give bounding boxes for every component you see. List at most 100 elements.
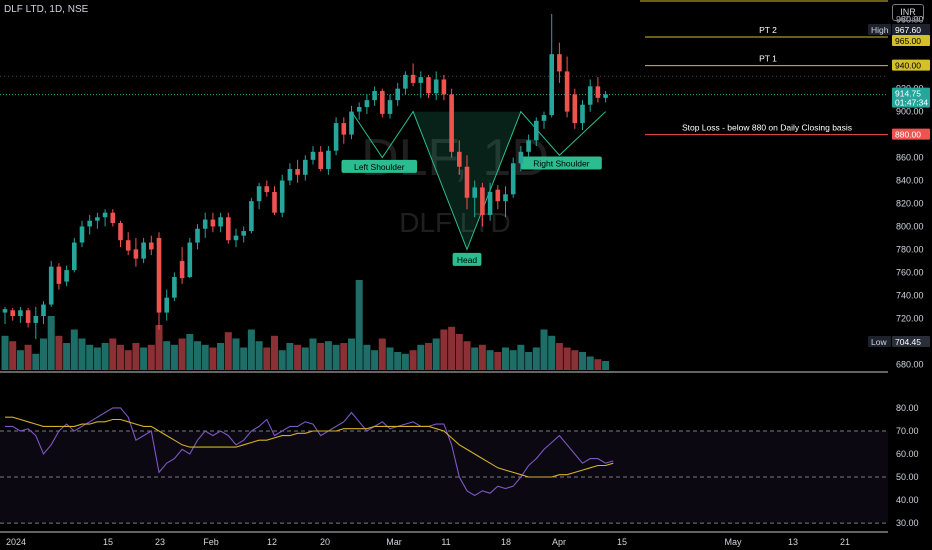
candle-body	[79, 226, 85, 243]
price-line-label: Stop Loss - below 880 on Daily Closing b…	[682, 123, 852, 133]
candle-body	[87, 220, 92, 227]
volume-bar	[548, 335, 556, 370]
rsi-tick-label: 70.00	[896, 426, 919, 436]
candle-body	[2, 309, 8, 313]
candle-body	[133, 249, 139, 259]
candle-body	[149, 242, 154, 250]
candle-body	[48, 266, 54, 305]
x-tick-label: 23	[155, 537, 165, 547]
volume-bar	[294, 344, 302, 370]
candle-body	[172, 276, 177, 298]
volume-bar	[409, 350, 417, 370]
rsi-tick-label: 30.00	[896, 518, 919, 528]
volume-bar	[78, 338, 86, 370]
candle-body	[356, 107, 362, 112]
pattern-line	[351, 110, 606, 251]
candle-body	[464, 166, 470, 198]
volume-bar	[448, 326, 456, 370]
candle-body	[387, 100, 393, 114]
candle-body	[557, 54, 562, 72]
volume-bar	[70, 329, 78, 370]
axis-badge-value: 704.45	[895, 337, 921, 347]
price-tick-label: 980.00	[896, 15, 924, 25]
x-tick-label: 2024	[6, 537, 26, 547]
volume-bar	[55, 335, 63, 370]
price-tick-label: 820.00	[896, 198, 924, 208]
candle-body	[326, 150, 331, 170]
volume-bar	[170, 344, 178, 370]
volume-bar	[86, 344, 94, 370]
axis-badge-value: 880.00	[895, 130, 921, 140]
volume-bar	[232, 338, 240, 370]
volume-bar	[540, 329, 548, 370]
volume-bar	[586, 356, 594, 370]
volume-bar	[63, 343, 71, 370]
volume-bar	[340, 343, 348, 370]
volume-bar	[16, 350, 24, 370]
candle-body	[603, 94, 608, 98]
candle-body	[25, 310, 31, 323]
price-tick-label: 720.00	[896, 313, 924, 323]
x-tick-label: Feb	[203, 537, 219, 547]
candle-body	[441, 79, 447, 95]
candle-body	[241, 231, 246, 236]
axis-badge	[892, 24, 930, 35]
candle-body	[264, 186, 270, 192]
volume-bar	[124, 350, 132, 370]
candle-body	[503, 194, 508, 202]
volume-bar	[263, 347, 271, 370]
candle-body	[564, 71, 570, 112]
volume-bar	[478, 344, 486, 370]
volume-bar	[163, 341, 171, 370]
axis-badge-sub: 01:47:34	[895, 98, 928, 108]
x-tick-label: Apr	[552, 537, 566, 547]
axis-badge-value: 940.00	[895, 61, 921, 71]
volume-bar	[517, 344, 525, 370]
volume-bar	[525, 352, 533, 370]
volume-bar	[224, 332, 232, 370]
volume-bar	[563, 347, 571, 370]
candle-body	[418, 77, 424, 83]
volume-bar	[386, 347, 394, 370]
volume-bar	[401, 353, 409, 370]
volume-bar	[502, 347, 509, 370]
volume-bar	[147, 344, 155, 370]
axis-badge-tag-bg	[868, 336, 891, 347]
axis-badge	[892, 35, 930, 46]
candle-body	[226, 217, 231, 241]
candle-body	[449, 94, 454, 152]
candle-body	[349, 111, 354, 135]
price-tick-label: 860.00	[896, 153, 924, 163]
volume-bar	[463, 341, 471, 370]
volume-bar	[271, 335, 278, 370]
axis-badge	[892, 336, 930, 347]
candle-body	[272, 192, 277, 213]
axis-badge	[892, 87, 930, 108]
candle-body	[410, 74, 416, 83]
volume-bar	[471, 347, 479, 370]
currency-button[interactable]: INR	[892, 4, 924, 21]
x-tick-label: 12	[267, 537, 277, 547]
volume-bar	[132, 343, 140, 370]
candle-body	[195, 228, 200, 243]
candle-body	[480, 187, 485, 215]
candle-body	[426, 77, 431, 94]
candle-body	[595, 86, 601, 98]
rsi-tick-label: 40.00	[896, 495, 919, 505]
volume-bar	[432, 338, 440, 370]
volume-bar	[278, 350, 286, 370]
candle-body	[580, 104, 585, 124]
x-tick-label: Mar	[386, 537, 402, 547]
candle-body	[518, 151, 524, 164]
candle-body	[380, 90, 385, 114]
volume-bar	[455, 334, 463, 370]
candle-body	[295, 169, 300, 175]
candle-body	[472, 187, 477, 198]
candle-body	[218, 217, 223, 227]
x-tick-label: 13	[788, 537, 798, 547]
candle-body	[141, 242, 146, 259]
candle-body	[256, 186, 262, 202]
volume-bar	[509, 350, 517, 370]
candle-body	[125, 240, 131, 251]
